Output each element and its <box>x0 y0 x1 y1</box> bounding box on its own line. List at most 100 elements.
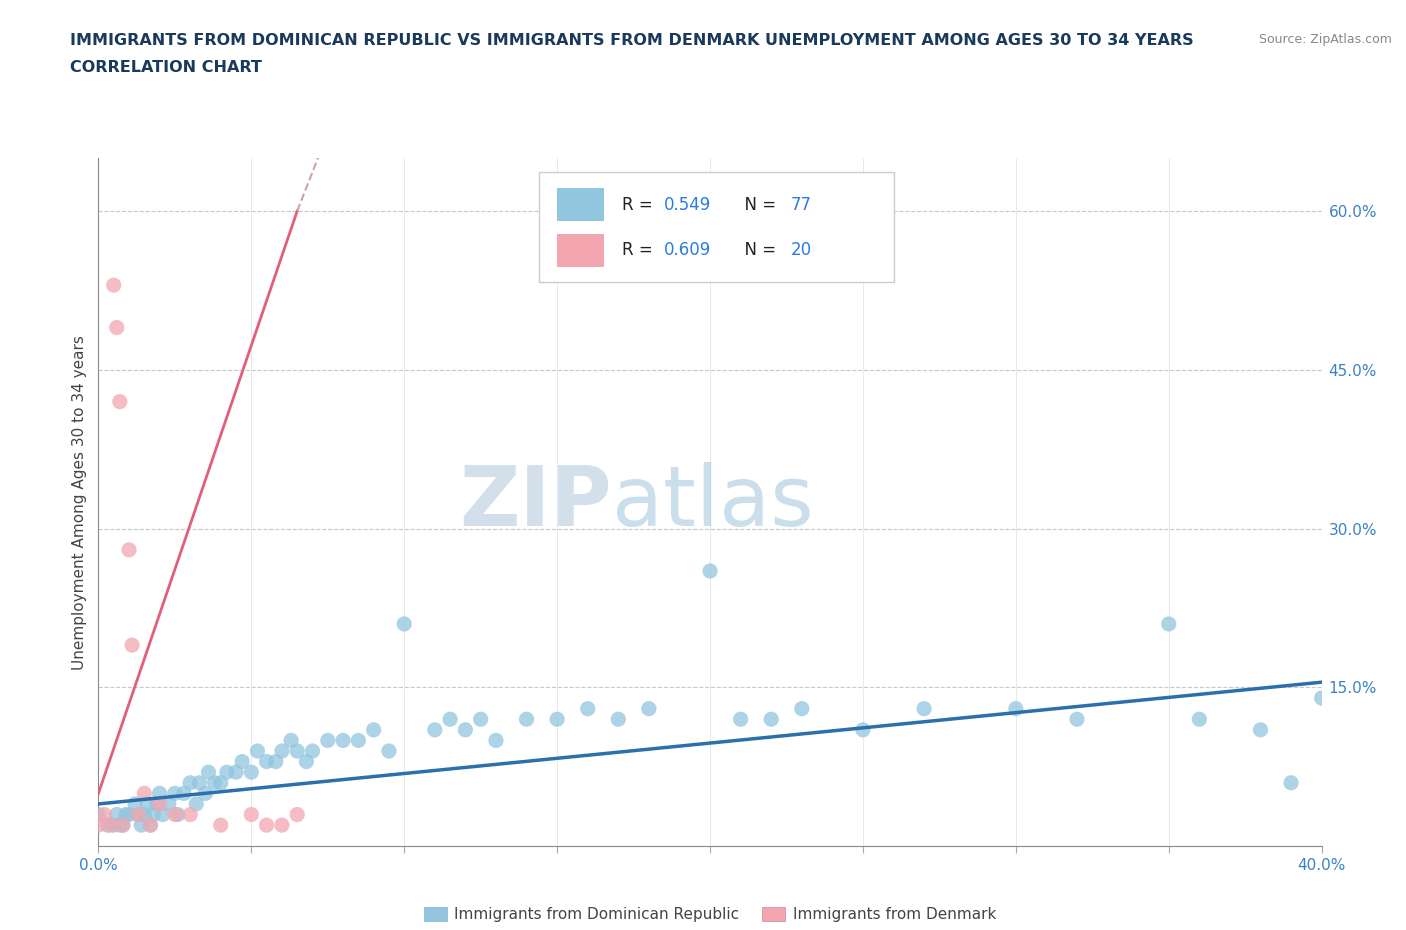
Point <box>285 807 308 822</box>
Point <box>215 764 238 779</box>
Point <box>157 796 180 811</box>
Point <box>121 638 143 653</box>
Point <box>179 807 201 822</box>
Point <box>139 817 162 832</box>
Point <box>105 807 128 822</box>
Point <box>576 701 599 716</box>
Point <box>93 807 115 822</box>
Point <box>1310 691 1333 706</box>
Point <box>295 754 318 769</box>
Point <box>167 807 190 822</box>
Point <box>347 733 370 748</box>
Point <box>637 701 661 716</box>
Text: R =: R = <box>621 196 658 214</box>
Point <box>607 711 630 726</box>
Point <box>186 796 208 811</box>
Point <box>270 817 292 832</box>
Text: 77: 77 <box>790 196 811 214</box>
Legend: Immigrants from Dominican Republic, Immigrants from Denmark: Immigrants from Dominican Republic, Immi… <box>418 901 1002 928</box>
Bar <box>557 233 603 267</box>
Point <box>209 817 232 832</box>
Point <box>759 711 782 726</box>
Point <box>270 744 292 759</box>
Text: ZIP: ZIP <box>460 461 612 543</box>
Point <box>136 796 159 811</box>
Text: Source: ZipAtlas.com: Source: ZipAtlas.com <box>1258 33 1392 46</box>
Point <box>392 617 416 631</box>
Point <box>111 817 134 832</box>
Point <box>118 542 141 557</box>
Point <box>301 744 323 759</box>
Point <box>1157 617 1180 631</box>
Point <box>152 807 174 822</box>
Point <box>173 786 195 801</box>
Point <box>163 807 186 822</box>
Point <box>1004 701 1026 716</box>
Point <box>316 733 339 748</box>
Point <box>149 786 172 801</box>
Point <box>699 564 721 578</box>
Point <box>179 776 201 790</box>
Bar <box>557 189 603 221</box>
Point <box>225 764 247 779</box>
Point <box>139 817 162 832</box>
Point <box>240 764 263 779</box>
Point <box>124 796 146 811</box>
Point <box>912 701 935 716</box>
Point <box>108 817 131 832</box>
Point <box>108 394 131 409</box>
Point <box>485 733 508 748</box>
Point <box>454 723 477 737</box>
Point <box>103 278 125 293</box>
Point <box>852 723 875 737</box>
Point <box>516 711 538 726</box>
Point <box>363 723 385 737</box>
Point <box>127 807 149 822</box>
Point <box>470 711 492 726</box>
Point <box>439 711 461 726</box>
Point <box>142 807 165 822</box>
Point <box>1279 776 1302 790</box>
Point <box>145 796 167 811</box>
Point <box>256 754 278 769</box>
Point <box>285 744 308 759</box>
Text: N =: N = <box>734 241 782 259</box>
Point <box>332 733 354 748</box>
Point <box>115 807 138 822</box>
Text: 0.549: 0.549 <box>664 196 711 214</box>
Point <box>118 807 141 822</box>
Point <box>105 320 128 335</box>
FancyBboxPatch shape <box>538 172 893 282</box>
Point <box>103 817 125 832</box>
Text: atlas: atlas <box>612 461 814 543</box>
Point <box>209 776 232 790</box>
Point <box>378 744 401 759</box>
Point <box>423 723 446 737</box>
Point <box>204 776 226 790</box>
Point <box>111 817 134 832</box>
Point <box>134 786 156 801</box>
Point <box>1188 711 1211 726</box>
Point <box>256 817 278 832</box>
Text: N =: N = <box>734 196 782 214</box>
Point <box>129 817 152 832</box>
Point <box>194 786 217 801</box>
Text: IMMIGRANTS FROM DOMINICAN REPUBLIC VS IMMIGRANTS FROM DENMARK UNEMPLOYMENT AMONG: IMMIGRANTS FROM DOMINICAN REPUBLIC VS IM… <box>70 33 1194 47</box>
Point <box>240 807 263 822</box>
Point <box>134 807 156 822</box>
Point <box>97 817 120 832</box>
Point <box>231 754 253 769</box>
Point <box>163 786 186 801</box>
Point <box>790 701 813 716</box>
Point <box>1249 723 1271 737</box>
Point <box>1066 711 1088 726</box>
Point <box>87 807 110 822</box>
Point <box>149 796 172 811</box>
Point <box>264 754 287 769</box>
Point <box>730 711 752 726</box>
Point <box>188 776 211 790</box>
Text: 20: 20 <box>790 241 811 259</box>
Point <box>246 744 269 759</box>
Point <box>87 817 110 832</box>
Text: CORRELATION CHART: CORRELATION CHART <box>70 60 262 75</box>
